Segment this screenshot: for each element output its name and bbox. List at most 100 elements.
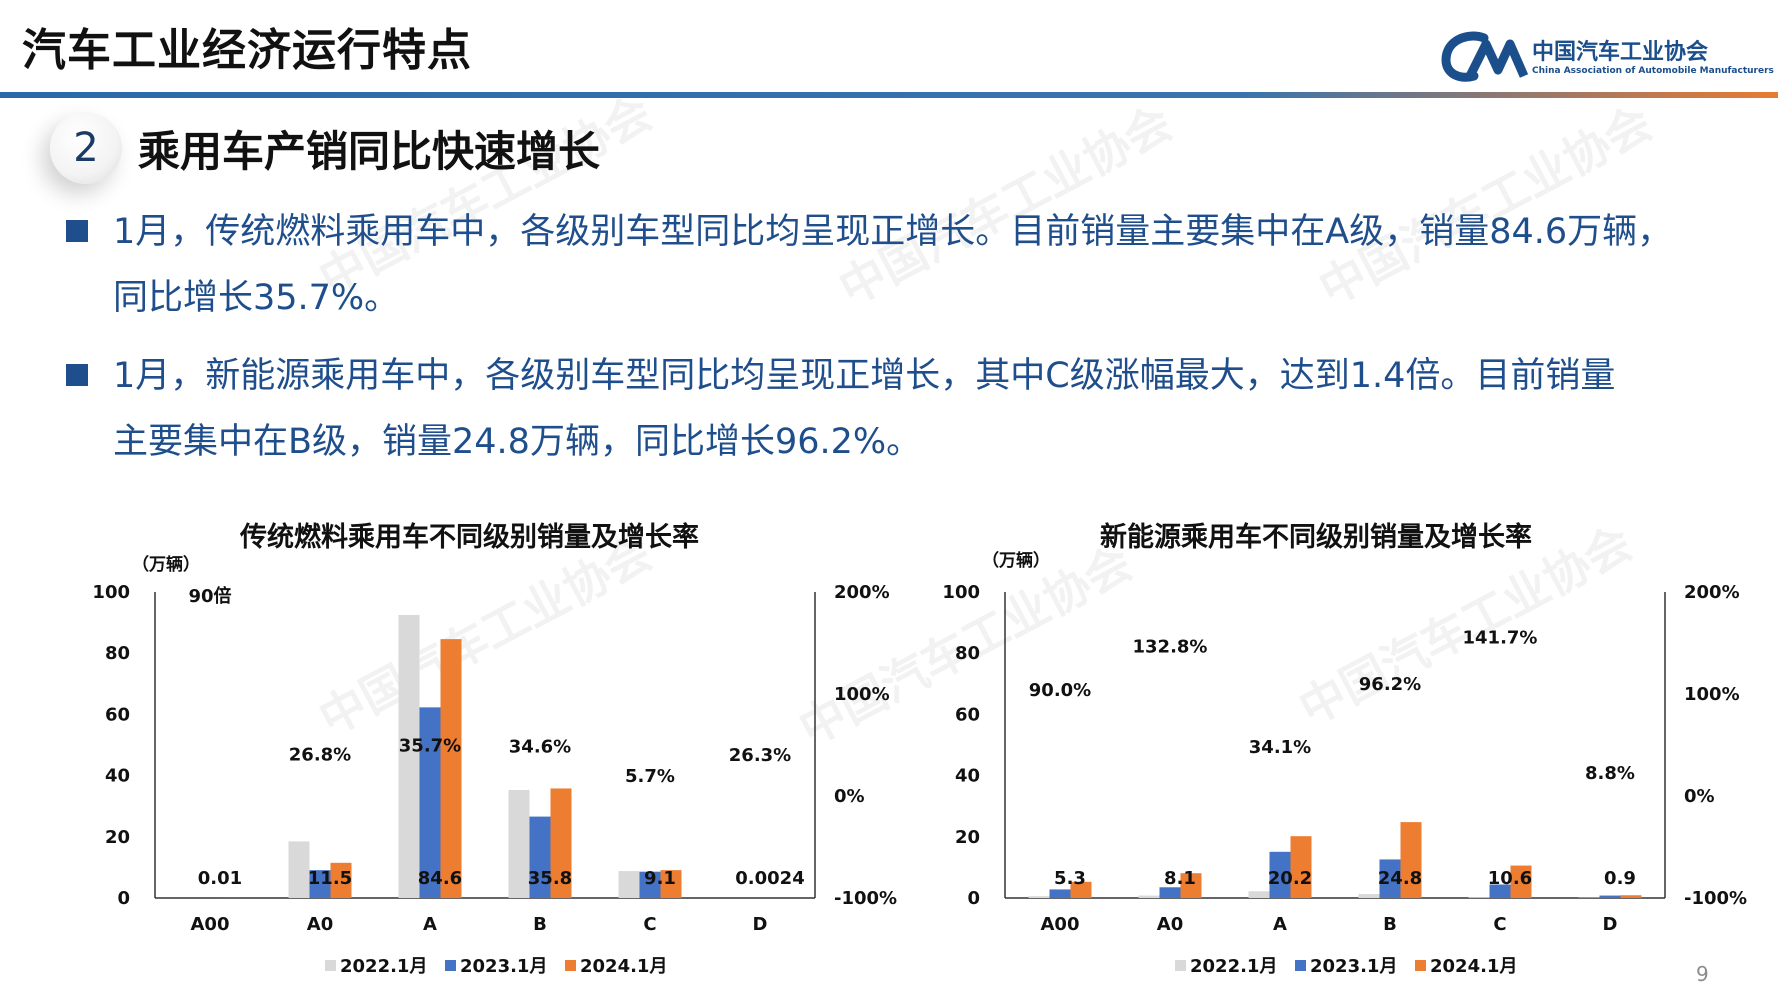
header-divider (0, 92, 1778, 98)
x-tick-label: A00 (191, 914, 230, 935)
y-tick-label: 60 (105, 704, 130, 725)
bar-D-2024.1月 (1620, 895, 1642, 898)
bar-A-2023.1月 (419, 707, 441, 898)
bullet-square-icon (66, 364, 88, 386)
y-tick-label: 0 (117, 888, 130, 909)
legend-swatch-2023.1月 (445, 960, 456, 971)
x-tick-label: A (423, 914, 437, 935)
y-tick-label: 100 (942, 582, 980, 603)
bar-B-2022.1月 (508, 789, 530, 898)
y-tick-label: 80 (105, 643, 130, 664)
growth-label: 90倍 (188, 585, 231, 607)
chart-2-unit-label: （万辆） (982, 551, 1050, 571)
bar-C-2024.1月 (660, 870, 682, 898)
bar-A00-2022.1月 (1028, 896, 1050, 898)
y2-tick-label: 200% (834, 582, 890, 603)
growth-label: 35.7% (399, 736, 461, 757)
growth-label: 26.8% (289, 745, 351, 766)
growth-label: 141.7% (1463, 627, 1538, 648)
value-label: 35.8 (528, 868, 572, 889)
bar-A0-2022.1月 (1138, 895, 1160, 898)
x-tick-label: D (1603, 914, 1618, 935)
x-tick-label: A (1273, 914, 1287, 935)
bar-A-2022.1月 (398, 614, 420, 898)
y-tick-label: 80 (955, 643, 980, 664)
x-tick-label: A0 (307, 914, 333, 935)
x-tick-label: A0 (1157, 914, 1183, 935)
value-label: 0.01 (198, 868, 242, 889)
bar-A0-2023.1月 (309, 870, 331, 898)
bar-C-2022.1月 (1468, 897, 1490, 898)
value-label: 0.9 (1604, 868, 1636, 889)
bar-A0-2024.1月 (1180, 873, 1202, 898)
caam-logo: 中国汽车工业协会 China Association of Automobile… (1440, 30, 1774, 86)
chart-1-unit-label: （万辆） (132, 555, 200, 575)
bar-A0-2024.1月 (330, 862, 352, 898)
y-tick-label: 0 (967, 888, 980, 909)
page-number: 9 (1696, 962, 1709, 986)
bar-B-2022.1月 (1358, 894, 1380, 898)
bar-A00-2023.1月 (1049, 889, 1071, 898)
growth-label: 132.8% (1133, 637, 1208, 658)
legend-swatch-2023.1月 (1295, 960, 1306, 971)
logo-text-en: China Association of Automobile Manufact… (1532, 66, 1774, 76)
bar-B-2024.1月 (550, 788, 572, 898)
y-tick-label: 20 (105, 827, 130, 848)
y2-tick-label: 0% (1684, 786, 1715, 807)
bar-A0-2023.1月 (1159, 887, 1181, 898)
logo-text-cn: 中国汽车工业协会 (1532, 40, 1709, 65)
growth-label: 34.1% (1249, 737, 1311, 758)
y2-tick-label: 100% (834, 684, 890, 705)
x-tick-label: D (753, 914, 768, 935)
value-label: 0.0024 (735, 868, 804, 889)
y-tick-label: 100 (92, 582, 130, 603)
y-tick-label: 40 (105, 766, 130, 787)
x-tick-label: C (1493, 914, 1506, 935)
legend-label: 2023.1月 (1310, 956, 1397, 977)
legend-label: 2024.1月 (580, 956, 667, 977)
bar-A-2022.1月 (1248, 891, 1270, 898)
x-tick-label: A00 (1041, 914, 1080, 935)
x-tick-label: B (1383, 914, 1397, 935)
growth-label: 5.7% (625, 766, 675, 787)
caam-logo-icon (1441, 31, 1529, 82)
bar-A-2024.1月 (440, 639, 462, 898)
legend-swatch-2022.1月 (325, 960, 336, 971)
section-title: 乘用车产销同比快速增长 (138, 127, 601, 176)
y2-tick-label: 200% (1684, 582, 1740, 603)
growth-label: 96.2% (1359, 674, 1421, 695)
page-title: 汽车工业经济运行特点 (22, 25, 472, 76)
growth-label: 26.3% (729, 745, 791, 766)
legend-label: 2023.1月 (460, 956, 547, 977)
bullet-2-line-2: 主要集中在B级，销量24.8万辆，同比增长96.2%。 (113, 422, 922, 462)
legend-label: 2024.1月 (1430, 956, 1517, 977)
value-label: 11.5 (308, 868, 352, 889)
legend-label: 2022.1月 (340, 956, 427, 977)
section-number-badge: 2 (50, 112, 122, 184)
value-label: 5.3 (1054, 868, 1086, 889)
bar-C-2023.1月 (1489, 884, 1511, 898)
x-tick-label: C (643, 914, 656, 935)
value-label: 20.2 (1268, 868, 1312, 889)
bar-A00-2024.1月 (1070, 881, 1092, 898)
legend-swatch-2022.1月 (1175, 960, 1186, 971)
y-tick-label: 40 (955, 766, 980, 787)
bullet-text-2: 1月，新能源乘用车中，各级别车型同比均呈现正增长，其中C级涨幅最大，达到1.4倍… (113, 343, 1753, 475)
bar-A-2023.1月 (1269, 851, 1291, 898)
bar-C-2023.1月 (639, 871, 661, 898)
growth-label: 34.6% (509, 737, 571, 758)
bullet-2-line-1: 1月，新能源乘用车中，各级别车型同比均呈现正增长，其中C级涨幅最大，达到1.4倍… (113, 356, 1616, 396)
bullet-text-1: 1月，传统燃料乘用车中，各级别车型同比均呈现正增长。目前销量主要集中在A级，销量… (113, 199, 1753, 331)
bar-C-2022.1月 (618, 871, 640, 898)
value-label: 84.6 (418, 868, 462, 889)
growth-label: 90.0% (1029, 680, 1091, 701)
bar-A-2024.1月 (1290, 836, 1312, 898)
chart-1-title: 传统燃料乘用车不同级别销量及增长率 (240, 522, 699, 553)
bar-B-2024.1月 (1400, 822, 1422, 898)
value-label: 8.1 (1164, 868, 1196, 889)
bar-C-2024.1月 (1510, 865, 1532, 898)
y2-tick-label: 0% (834, 786, 865, 807)
value-label: 10.6 (1488, 868, 1532, 889)
value-label: 9.1 (644, 868, 676, 889)
y2-tick-label: -100% (834, 888, 897, 909)
